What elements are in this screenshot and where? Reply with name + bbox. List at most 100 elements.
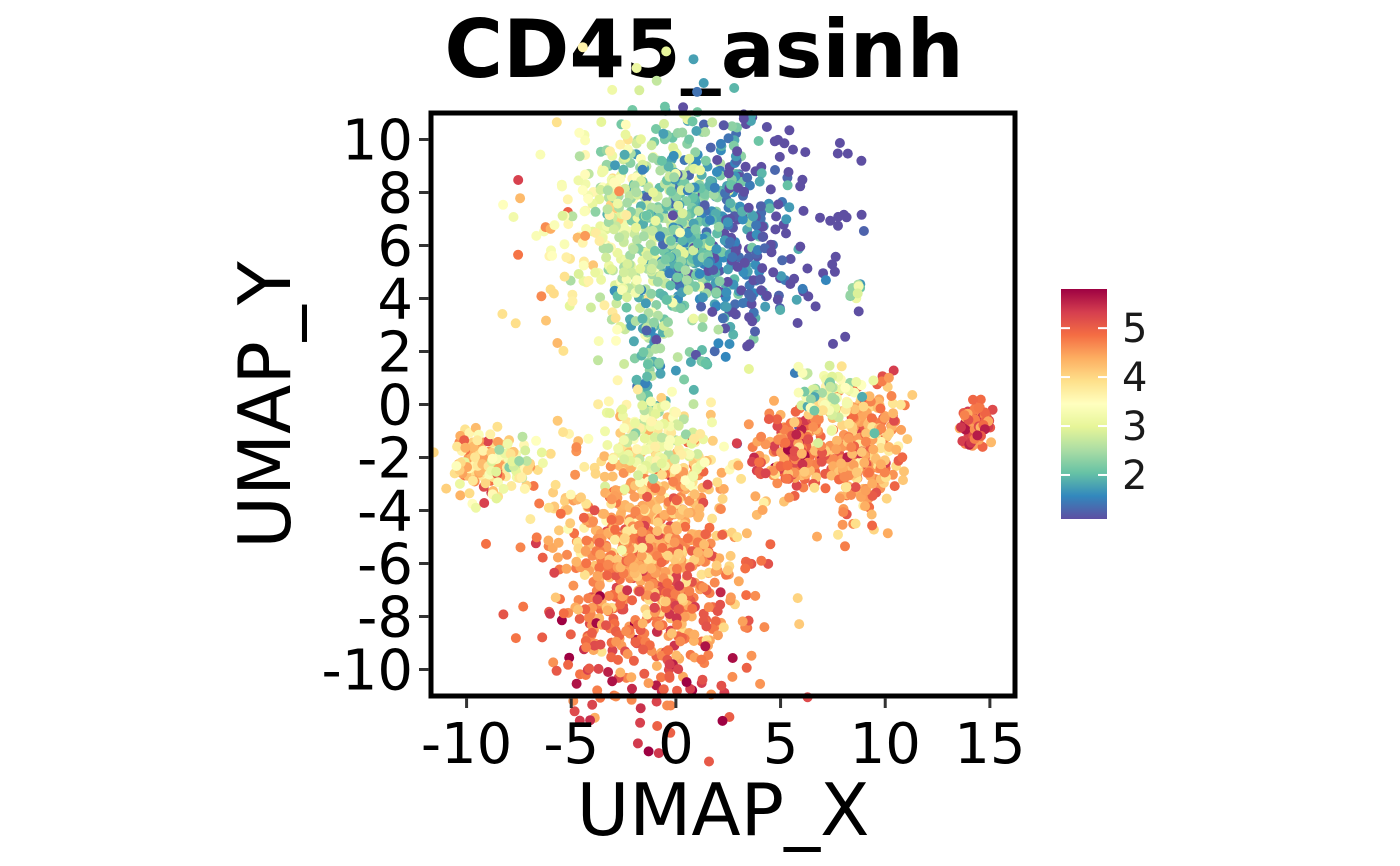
data-point [596,117,607,127]
data-point [593,663,604,674]
data-point [595,549,606,560]
data-point [731,438,742,449]
data-point [684,495,695,506]
data-point [799,466,810,477]
data-point [797,283,808,294]
data-point [559,271,570,282]
data-point [824,360,835,371]
data-point [889,415,899,426]
data-point [631,187,642,198]
data-point [751,220,762,231]
data-point [557,210,568,221]
data-point [802,263,813,274]
data-point [673,548,684,559]
data-point [850,482,861,493]
data-point [715,504,726,515]
data-point [829,394,840,405]
data-point [722,565,733,576]
data-point [543,535,554,546]
data-point [724,339,735,349]
data-point [733,460,744,471]
data-point [750,590,761,601]
data-point [891,444,902,455]
data-point [673,664,684,675]
data-point [694,503,705,514]
data-point [840,382,851,393]
data-point [713,338,724,349]
data-point [708,265,719,275]
data-point [661,294,672,305]
data-point [875,459,886,470]
data-point [673,200,684,211]
data-point [889,481,900,492]
data-point [634,85,645,96]
data-point [688,433,699,444]
data-point [820,483,831,494]
data-point [451,461,462,471]
data-point [831,444,842,455]
data-point [809,405,820,416]
data-point [583,275,594,286]
data-point [555,508,566,519]
data-point [704,756,714,767]
data-point [579,206,590,217]
colorbar [1061,289,1107,519]
data-point [642,491,653,502]
data-point [536,291,547,302]
data-point [703,258,714,268]
data-point [727,653,738,663]
y-tick-label: -2 [357,427,413,492]
data-point [590,267,601,278]
data-point [678,102,689,113]
data-point [707,513,718,524]
data-point [620,129,631,140]
data-point [506,481,517,491]
data-point [679,611,690,622]
data-point [576,492,586,503]
data-point [622,585,633,596]
data-point [612,324,623,335]
data-point [655,493,666,504]
data-point [594,236,605,246]
data-point [765,539,776,550]
data-point [707,435,718,446]
data-point [498,483,509,494]
data-point [667,210,678,221]
data-point [588,516,599,527]
data-point [664,268,675,279]
data-point [660,596,671,607]
data-point [670,365,681,376]
data-point [581,642,592,653]
data-point [867,478,878,489]
data-point [678,248,689,259]
data-point [569,706,580,717]
data-point [754,176,765,187]
data-point [585,715,596,726]
data-point [602,559,613,570]
data-point [888,408,899,419]
data-point [574,715,585,726]
data-point [619,149,630,160]
data-point [508,212,519,222]
data-point [636,550,647,561]
data-point [580,169,591,180]
data-point [716,467,727,478]
data-point [611,636,622,647]
data-point [611,298,622,309]
data-point [717,313,728,324]
data-point [694,268,705,279]
data-point [775,305,786,315]
data-point [646,140,657,151]
data-point [956,422,966,433]
data-point [659,101,670,112]
data-point [637,618,648,629]
data-point [657,469,667,480]
data-point [791,294,802,305]
data-point [654,620,665,631]
data-point [516,472,527,483]
data-point [718,484,729,494]
data-point [563,659,574,670]
data-point [639,433,650,444]
